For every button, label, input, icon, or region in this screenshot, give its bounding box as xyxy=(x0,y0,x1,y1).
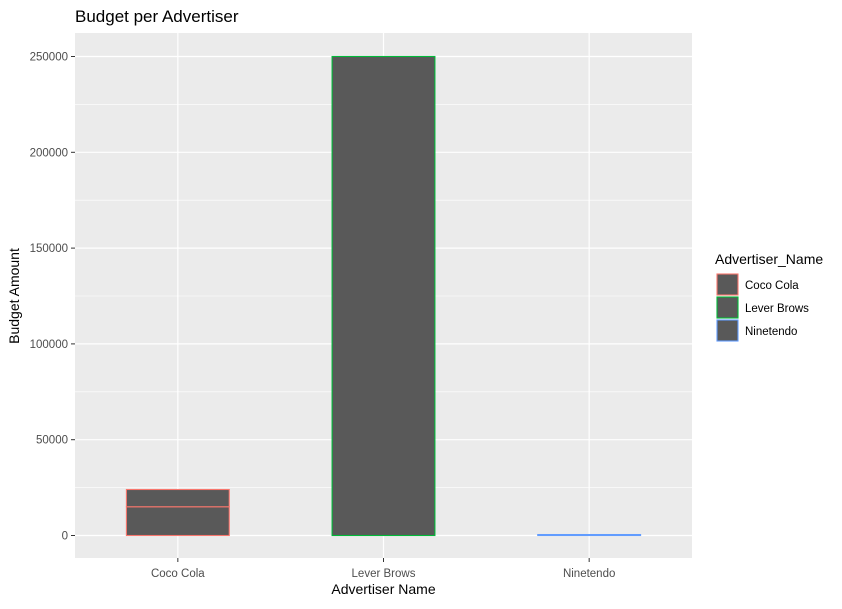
x-tick-label: Lever Brows xyxy=(352,568,416,580)
y-tick-label: 200000 xyxy=(30,147,68,159)
bar-coco-cola xyxy=(125,506,230,537)
y-axis-label: Budget Amount xyxy=(6,248,22,344)
legend-title: Advertiser_Name xyxy=(715,251,823,267)
y-tick-label: 0 xyxy=(62,531,68,543)
y-tick-label: 50000 xyxy=(36,435,68,447)
bar-ninetendo xyxy=(537,533,642,537)
legend: Advertiser_Name Coco Cola Lever Brows Nine… xyxy=(715,251,823,342)
legend-key xyxy=(716,319,739,342)
x-tick-label: Coco Cola xyxy=(151,568,205,580)
legend-key xyxy=(716,296,739,319)
bar-coco-cola xyxy=(125,488,230,508)
chart-title: Budget per Advertiser xyxy=(75,7,239,26)
y-tick-label: 100000 xyxy=(30,339,68,351)
y-tick-label: 250000 xyxy=(30,52,68,64)
x-axis: Coco Cola Lever Brows Ninetendo xyxy=(151,558,615,580)
y-axis: 0 50000 100000 150000 200000 250000 xyxy=(30,52,75,543)
legend-label: Coco Cola xyxy=(745,280,799,292)
x-axis-label: Advertiser Name xyxy=(331,581,435,597)
legend-label: Ninetendo xyxy=(745,326,797,338)
legend-key xyxy=(716,273,739,296)
y-tick-label: 150000 xyxy=(30,243,68,255)
legend-label: Lever Brows xyxy=(745,303,809,315)
bars xyxy=(125,55,642,537)
bar-lever-brows xyxy=(331,55,436,537)
x-tick-label: Ninetendo xyxy=(563,568,615,580)
